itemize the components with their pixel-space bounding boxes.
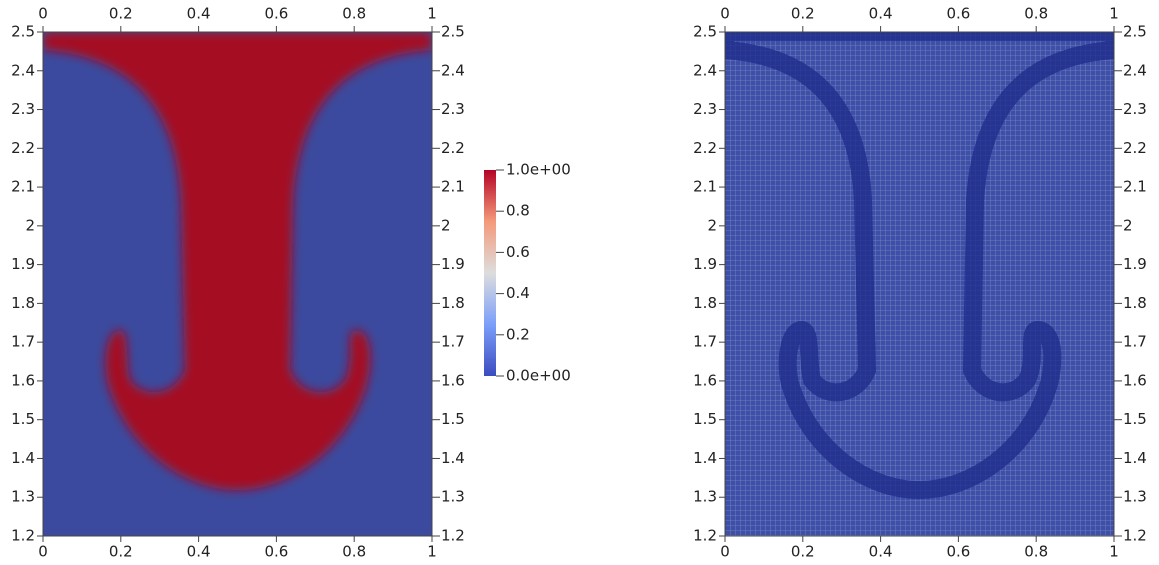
y-tick-label: 1.7 [11,333,35,351]
y-tick-label: 2.4 [693,61,717,79]
y-tick-label: 1.9 [693,255,717,273]
y-tick-label: 1.6 [693,371,717,389]
y-tick-label: 2 [1123,216,1133,234]
x-tick-label: 0.4 [869,543,893,561]
x-tick-label: 0.4 [187,5,211,23]
x-tick-label: 1 [1109,543,1119,561]
mesh-image [725,32,1114,536]
y-tick-label: 1.8 [11,294,35,312]
y-tick-label: 1.8 [693,294,717,312]
y-tick-label: 2.5 [693,23,717,41]
y-tick-label: 2.4 [1123,61,1147,79]
y-tick-label: 1.9 [1123,255,1147,273]
x-tick-label: 1 [427,543,437,561]
y-tick-label: 1.4 [441,449,465,467]
y-tick-label: 1.2 [441,527,465,545]
y-tick-label: 1.7 [441,333,465,351]
x-tick-label: 0.6 [946,543,970,561]
plot-frame [42,31,433,537]
x-tick-label: 0.4 [187,543,211,561]
x-tick-label: 0 [720,5,730,23]
x-tick-label: 0 [38,543,48,561]
y-tick-label: 1.5 [1123,410,1147,428]
colorbar-tick-label: 0.8 [506,202,530,220]
x-tick-label: 0.6 [264,5,288,23]
x-tick-label: 0.2 [109,5,133,23]
y-tick-label: 2.1 [441,178,465,196]
y-tick-label: 1.8 [1123,294,1147,312]
field-image [43,32,432,536]
x-tick-label: 0.8 [1024,5,1048,23]
y-tick-label: 2.1 [11,178,35,196]
y-tick-label: 1.9 [11,255,35,273]
y-tick-label: 1.9 [441,255,465,273]
y-tick-label: 2.2 [693,139,717,157]
y-tick-label: 1.2 [1123,527,1147,545]
colorbar-tick-label: 0.6 [506,243,530,261]
y-tick-label: 1.8 [441,294,465,312]
y-tick-label: 2.3 [441,100,465,118]
y-tick-label: 2 [707,216,717,234]
plot-frame [724,31,1115,537]
x-tick-label: 0.8 [342,5,366,23]
colorbar-tick-label: 1.0e+00 [506,161,571,179]
x-tick-label: 0.2 [791,5,815,23]
x-tick-label: 1 [427,5,437,23]
y-tick-label: 2.5 [11,23,35,41]
y-tick-label: 1.7 [1123,333,1147,351]
y-tick-label: 2.5 [1123,23,1147,41]
y-tick-label: 1.5 [11,410,35,428]
x-tick-label: 0 [720,543,730,561]
x-tick-label: 1 [1109,5,1119,23]
x-tick-label: 0.2 [109,543,133,561]
y-tick-label: 1.6 [1123,371,1147,389]
y-tick-label: 2.5 [441,23,465,41]
x-tick-label: 0.8 [342,543,366,561]
x-tick-label: 0.2 [791,543,815,561]
y-tick-label: 2.2 [11,139,35,157]
y-tick-label: 1.6 [11,371,35,389]
y-tick-label: 2.2 [1123,139,1147,157]
y-tick-label: 2.1 [1123,178,1147,196]
y-tick-label: 1.3 [441,488,465,506]
y-tick-label: 1.2 [11,527,35,545]
y-tick-label: 1.4 [693,449,717,467]
y-tick-label: 2 [441,216,451,234]
y-tick-label: 2 [25,216,35,234]
y-tick-label: 1.4 [11,449,35,467]
x-tick-label: 0.6 [264,543,288,561]
y-tick-label: 1.5 [441,410,465,428]
y-tick-label: 1.6 [441,371,465,389]
y-tick-label: 1.2 [693,527,717,545]
colorbar-tick-label: 0.4 [506,284,530,302]
x-tick-label: 0.8 [1024,543,1048,561]
y-tick-label: 2.1 [693,178,717,196]
colorbar-tick-label: 0.0e+00 [506,367,571,385]
colorbar [484,170,496,376]
colorbar-tick-label: 0.2 [506,325,530,343]
y-tick-label: 1.3 [693,488,717,506]
y-tick-label: 2.4 [11,61,35,79]
y-tick-label: 2.3 [11,100,35,118]
y-tick-label: 2.2 [441,139,465,157]
y-tick-label: 1.5 [693,410,717,428]
x-tick-label: 0.6 [946,5,970,23]
y-tick-label: 2.3 [1123,100,1147,118]
y-tick-label: 1.3 [11,488,35,506]
x-tick-label: 0 [38,5,48,23]
x-tick-label: 0.4 [869,5,893,23]
y-tick-label: 1.7 [693,333,717,351]
y-tick-label: 1.4 [1123,449,1147,467]
y-tick-label: 1.3 [1123,488,1147,506]
y-tick-label: 2.3 [693,100,717,118]
y-tick-label: 2.4 [441,61,465,79]
